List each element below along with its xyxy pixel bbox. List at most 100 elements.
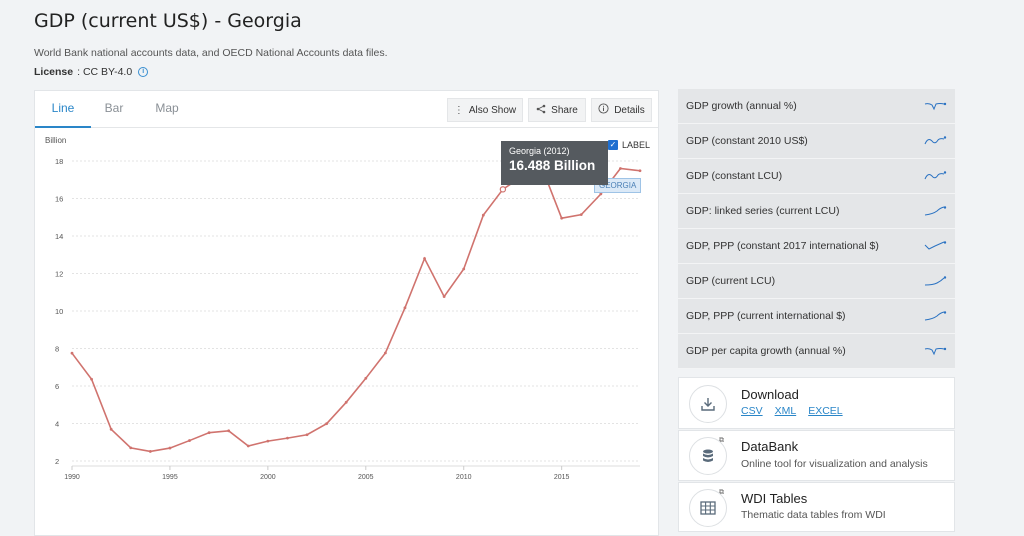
data-point: [188, 439, 191, 442]
checkbox-checked-icon[interactable]: ✓: [608, 140, 618, 150]
y-tick-label: 16: [55, 195, 63, 204]
wdi-tables-card[interactable]: ⧉ WDI Tables Thematic data tables from W…: [678, 482, 955, 532]
tooltip-value: 16.488 Billion: [509, 158, 596, 173]
databank-title: DataBank: [741, 439, 799, 454]
related-indicator-label: GDP per capita growth (annual %): [686, 345, 846, 357]
data-point: [560, 216, 564, 220]
sparkline-icon: [924, 276, 947, 286]
data-point: [325, 422, 329, 426]
info-circle-icon: [598, 103, 609, 117]
download-links: CSV XML EXCEL: [741, 405, 843, 417]
label-toggle[interactable]: ✓ LABEL: [608, 140, 650, 150]
details-label: Details: [614, 104, 645, 116]
data-point: [579, 213, 583, 217]
x-tick-label: 2000: [260, 474, 276, 481]
external-link-icon: ⧉: [719, 489, 724, 496]
chart-tabs: Line Bar Map ⋮ Also Show Share Details: [35, 91, 658, 128]
related-indicator[interactable]: GDP (current LCU): [678, 264, 955, 299]
y-axis-label: Billion: [45, 136, 66, 145]
x-tick-label: 2005: [358, 474, 374, 481]
wdi-subtitle: Thematic data tables from WDI: [741, 509, 886, 521]
data-point: [148, 450, 152, 453]
share-button[interactable]: Share: [528, 98, 586, 122]
databank-subtitle: Online tool for visualization and analys…: [741, 458, 928, 470]
highlighted-point: [499, 186, 507, 193]
data-point: [286, 436, 289, 440]
related-indicator[interactable]: GDP, PPP (current international $): [678, 299, 955, 334]
y-tick-label: 2: [55, 457, 59, 466]
x-tick-label: 1990: [64, 474, 80, 481]
x-tick-label: 1995: [162, 474, 178, 481]
related-indicator-label: GDP, PPP (current international $): [686, 310, 846, 322]
related-indicator-label: GDP growth (annual %): [686, 100, 797, 112]
y-tick-label: 6: [55, 382, 59, 391]
wdi-title: WDI Tables: [741, 491, 808, 506]
related-indicator[interactable]: GDP (constant LCU): [678, 159, 955, 194]
sparkline-icon: [924, 136, 947, 145]
data-point: [207, 431, 211, 435]
data-point: [364, 376, 368, 380]
related-indicator-label: GDP (current LCU): [686, 275, 776, 287]
related-indicators: GDP growth (annual %) GDP (constant 2010 …: [678, 89, 955, 369]
data-point: [168, 446, 172, 450]
data-point: [462, 267, 466, 271]
download-icon: [689, 385, 727, 423]
y-tick-label: 18: [55, 157, 63, 166]
download-card: Download CSV XML EXCEL: [678, 377, 955, 429]
sparkline-icon: [924, 206, 947, 216]
data-point: [305, 433, 309, 437]
info-icon[interactable]: i: [138, 67, 149, 77]
tab-line[interactable]: Line: [35, 91, 91, 128]
download-csv-link[interactable]: CSV: [741, 405, 763, 417]
data-point: [344, 400, 348, 404]
y-tick-label: 8: [55, 345, 59, 354]
data-point: [266, 439, 270, 443]
also-show-button[interactable]: ⋮ Also Show: [447, 98, 523, 122]
data-point: [599, 192, 603, 196]
data-point: [442, 295, 446, 298]
x-tick-label: 2015: [554, 474, 570, 481]
sparkline-icon: [924, 102, 947, 111]
chart-tooltip: Georgia (2012) 16.488 Billion: [501, 141, 608, 185]
sparkline-icon: [924, 241, 947, 250]
data-point: [90, 377, 93, 381]
external-link-icon: ⧉: [719, 437, 724, 444]
tab-bar[interactable]: Bar: [104, 101, 124, 115]
database-icon: [689, 437, 727, 475]
source-note: World Bank national accounts data, and O…: [34, 47, 388, 59]
sparkline-icon: [924, 347, 947, 356]
license-value: : CC BY-4.0: [77, 66, 133, 78]
data-point: [423, 257, 426, 260]
page-title: GDP (current US$) - Georgia: [34, 10, 302, 32]
download-excel-link[interactable]: EXCEL: [808, 405, 843, 417]
series-line: [71, 166, 641, 453]
tooltip-title: Georgia (2012): [509, 146, 570, 156]
related-indicator[interactable]: GDP growth (annual %): [678, 89, 955, 124]
download-xml-link[interactable]: XML: [774, 405, 797, 417]
data-point: [109, 427, 113, 431]
sparkline-icon: [924, 311, 947, 321]
related-indicator[interactable]: GDP per capita growth (annual %): [678, 334, 955, 369]
related-indicator[interactable]: GDP: linked series (current LCU): [678, 194, 955, 229]
related-indicator[interactable]: GDP (constant 2010 US$): [678, 124, 955, 159]
chart-panel: Line Bar Map ⋮ Also Show Share Details B…: [34, 90, 659, 536]
line-chart: Billion 2 4 6 8 10 12 14 16 18 1990 1995 2000 2005 201…: [45, 136, 642, 481]
data-point: [70, 351, 74, 355]
data-point: [638, 169, 642, 173]
license-row: License : CC BY-4.0 i: [34, 66, 149, 78]
data-point: [619, 167, 622, 170]
data-point: [227, 429, 231, 433]
related-indicator-label: GDP (constant 2010 US$): [686, 135, 808, 147]
data-point: [383, 351, 387, 355]
share-label: Share: [551, 104, 578, 116]
download-title: Download: [741, 387, 799, 402]
related-indicator-label: GDP: linked series (current LCU): [686, 205, 840, 217]
label-toggle-text: LABEL: [622, 140, 651, 150]
related-indicator[interactable]: GDP, PPP (constant 2017 international $): [678, 229, 955, 264]
data-point: [481, 213, 485, 217]
table-icon: [689, 489, 727, 527]
details-button[interactable]: Details: [591, 98, 652, 122]
related-indicator-label: GDP (constant LCU): [686, 170, 783, 182]
tab-map[interactable]: Map: [155, 101, 179, 115]
databank-card[interactable]: ⧉ DataBank Online tool for visualization…: [678, 430, 955, 481]
